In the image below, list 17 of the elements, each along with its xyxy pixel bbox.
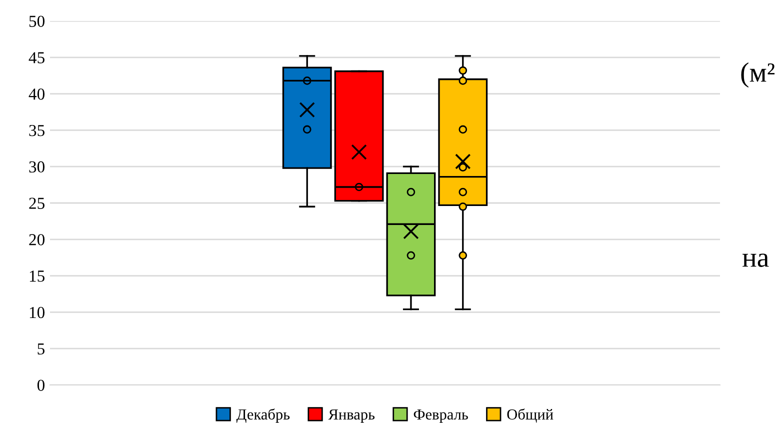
y-tick-label: 45 <box>28 52 44 64</box>
y-tick-label: 10 <box>30 306 45 318</box>
legend-label: Февраль <box>414 409 468 423</box>
y-tick-label: 50 <box>29 16 45 27</box>
y-tick-label: 35 <box>29 124 44 136</box>
text: на <box>742 254 769 267</box>
y-tick-label: 20 <box>29 234 45 246</box>
legend-label: Декабрь <box>236 408 290 423</box>
legend-label: Январь <box>328 409 375 423</box>
text: (м² <box>741 62 775 88</box>
y-tick-label: 30 <box>29 161 45 173</box>
y-tick-label: 0 <box>37 380 45 391</box>
y-tick-label: 5 <box>38 343 44 355</box>
legend-label: Общий <box>507 408 554 423</box>
y-tick-label: 40 <box>28 88 45 100</box>
y-tick-label: 25 <box>29 198 44 209</box>
y-tick-label: 15 <box>30 270 44 282</box>
